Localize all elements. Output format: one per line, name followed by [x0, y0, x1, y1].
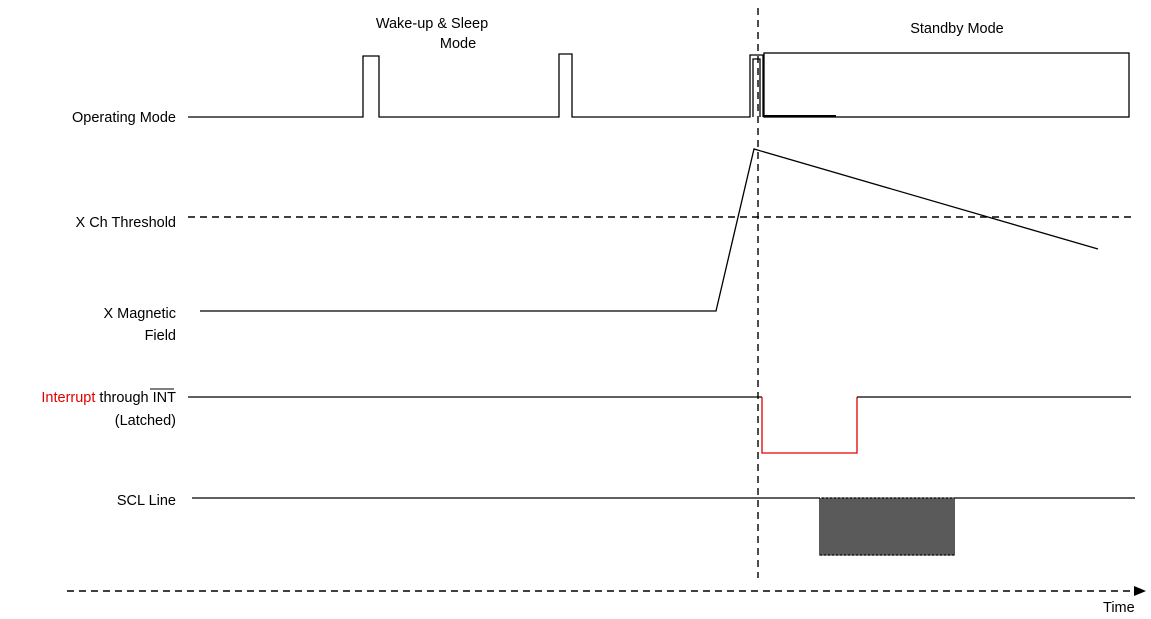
wake-sleep-label-line2: Mode — [440, 36, 476, 52]
wake-sleep-label-line1: Wake-up & Sleep — [376, 16, 488, 32]
x-field-label-line2: Field — [145, 328, 176, 344]
interrupt-active-low-pulse — [761, 397, 858, 454]
time-axis-label: Time — [1103, 600, 1135, 616]
interrupt-word: Interrupt — [41, 390, 95, 406]
x-threshold-label: X Ch Threshold — [76, 215, 176, 231]
standby-mode-label: Standby Mode — [910, 21, 1004, 37]
interrupt-label: Interrupt through INT — [41, 390, 176, 406]
x-field-label-line1: X Magnetic — [103, 306, 176, 322]
x-magnetic-field-waveform — [200, 148, 1099, 312]
standby-mode-block — [763, 52, 1130, 118]
scl-line-label: SCL Line — [117, 493, 176, 509]
operating-mode-inner-pulse — [752, 58, 761, 117]
interrupt-through: through — [95, 390, 152, 406]
operating-mode-label: Operating Mode — [72, 110, 176, 126]
operating-mode-waveform — [188, 53, 764, 118]
interrupt-latched-label: (Latched) — [115, 413, 176, 429]
interrupt-pin: INT — [153, 390, 177, 406]
scl-clock-burst — [819, 497, 956, 556]
